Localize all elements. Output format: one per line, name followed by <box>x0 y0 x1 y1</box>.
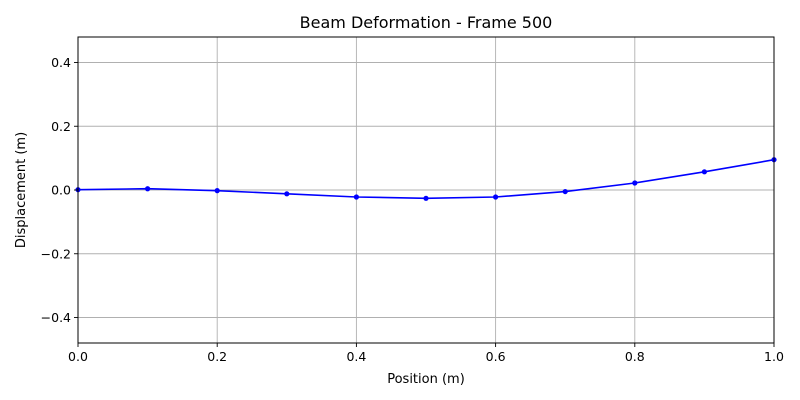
data-point <box>701 169 708 175</box>
data-point <box>632 180 638 186</box>
x-axis-ticks: 0.0 0.2 0.4 0.6 0.8 1.0 <box>68 343 784 364</box>
data-point <box>284 191 290 197</box>
y-tick-label: 0.0 <box>51 183 71 198</box>
data-point <box>423 195 429 201</box>
data-point <box>562 188 568 195</box>
x-tick-label: 0.6 <box>486 349 506 364</box>
x-axis-label: Position (m) <box>387 372 465 387</box>
x-tick-label: 0.4 <box>346 349 366 364</box>
y-tick-label: −0.4 <box>41 310 71 325</box>
y-tick-label: 0.4 <box>51 55 71 70</box>
series-line <box>77 158 775 200</box>
x-tick-label: 0.2 <box>207 349 227 364</box>
y-tick-label: −0.2 <box>41 246 71 261</box>
data-point <box>493 194 499 200</box>
data-point <box>214 188 220 194</box>
x-tick-label: 0.0 <box>68 349 88 364</box>
data-point <box>145 186 151 192</box>
y-axis-ticks: −0.4 −0.2 0.0 0.2 0.4 <box>41 55 78 325</box>
data-point <box>353 194 359 200</box>
y-tick-label: 0.2 <box>51 119 71 134</box>
x-tick-label: 1.0 <box>764 349 784 364</box>
y-axis-label: Displacement (m) <box>14 132 29 248</box>
chart-title: Beam Deformation - Frame 500 <box>300 13 553 32</box>
x-tick-label: 0.8 <box>625 349 645 364</box>
series-layer <box>75 157 777 201</box>
